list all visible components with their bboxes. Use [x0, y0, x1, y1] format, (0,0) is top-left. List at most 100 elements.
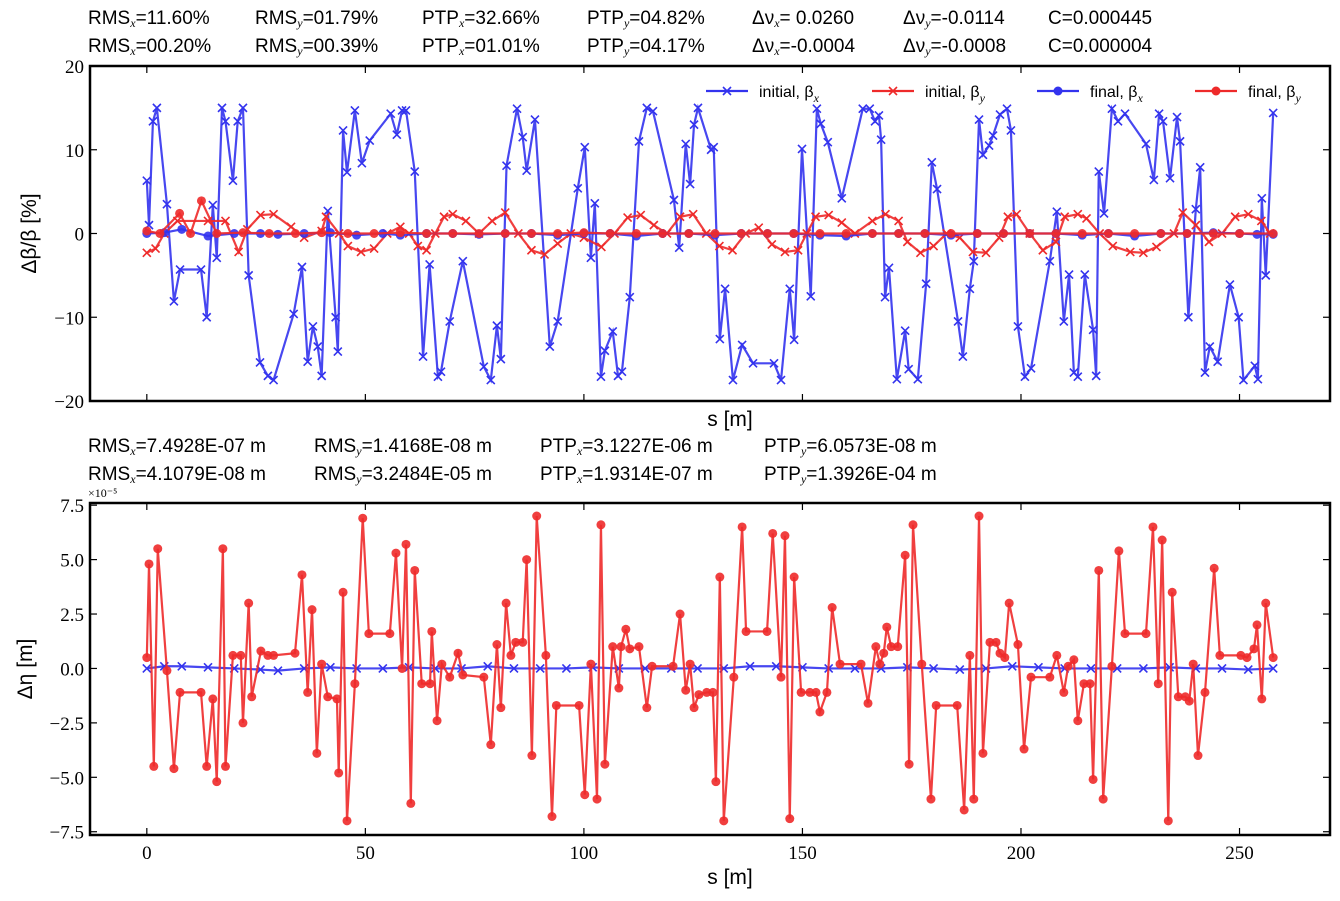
- data-point: [1099, 208, 1109, 218]
- data-point: [754, 223, 764, 233]
- data-point: [762, 229, 772, 238]
- data-point: [926, 794, 936, 804]
- stat-value: =00.20%: [135, 36, 212, 57]
- stat-item: RMSx=7.4928E-07 m: [88, 435, 314, 463]
- data-point: [1253, 374, 1263, 384]
- data-point: [177, 224, 187, 234]
- data-point: [342, 816, 352, 826]
- stat-item: PTPy=04.17%: [587, 35, 752, 63]
- data-point: [920, 229, 930, 238]
- data-point: [710, 229, 720, 238]
- data-point: [1060, 212, 1070, 222]
- data-point: [1154, 109, 1164, 119]
- data-point: [530, 115, 540, 125]
- data-point: [425, 679, 435, 689]
- data-point: [621, 624, 631, 634]
- data-point: [1225, 280, 1235, 290]
- data-point: [1045, 256, 1055, 266]
- data-point: [835, 659, 845, 669]
- data-point: [526, 245, 537, 255]
- data-point: [269, 650, 279, 660]
- stat-subscript: x: [774, 16, 780, 30]
- data-point: [1051, 229, 1061, 238]
- legend-label: initial, βy: [925, 84, 986, 105]
- data-point: [1153, 679, 1163, 689]
- data-point: [1257, 193, 1267, 203]
- stat-item: PTPx=1.9314E-07 m: [540, 463, 764, 491]
- data-point: [769, 358, 779, 368]
- data-point: [323, 206, 333, 216]
- data-point: [526, 229, 536, 238]
- x-tick-label: 200: [1007, 843, 1036, 864]
- data-point: [811, 687, 821, 697]
- data-point: [880, 209, 891, 219]
- stat-value: =01.79%: [302, 8, 379, 29]
- x-axis-label: s [m]: [707, 866, 753, 889]
- data-point: [709, 142, 719, 152]
- data-point: [509, 663, 519, 674]
- data-point: [837, 193, 847, 203]
- data-point: [307, 605, 317, 615]
- stat-item: PTPx=32.66%: [422, 7, 587, 35]
- data-point: [856, 659, 866, 669]
- data-point: [432, 716, 442, 726]
- stat-value: =-0.0004: [779, 36, 856, 57]
- data-point: [1243, 209, 1253, 219]
- stat-subscript: y: [623, 44, 630, 58]
- stat-subscript: y: [356, 472, 362, 486]
- data-point: [1025, 229, 1035, 238]
- data-point: [1268, 663, 1278, 674]
- data-point: [417, 679, 427, 689]
- data-point: [1107, 104, 1117, 114]
- data-point: [681, 685, 691, 695]
- data-point: [776, 375, 786, 385]
- data-point: [858, 104, 868, 114]
- data-point: [539, 249, 550, 260]
- data-point: [1013, 640, 1023, 650]
- stat-name: RMS: [255, 36, 298, 57]
- data-point: [863, 698, 873, 708]
- series-1: [142, 511, 1278, 826]
- data-point: [1183, 312, 1193, 322]
- data-point: [439, 212, 449, 222]
- data-point: [142, 653, 152, 663]
- data-point: [142, 663, 152, 674]
- data-point: [1020, 372, 1030, 382]
- stat-value: =04.82%: [629, 8, 705, 29]
- data-point: [1200, 687, 1210, 697]
- x-tick-label: 0: [142, 843, 152, 864]
- data-point: [506, 650, 516, 660]
- stat-name: PTP: [764, 464, 801, 485]
- data-point: [952, 700, 962, 710]
- stat-item: Δνy=-0.0114: [903, 7, 1048, 35]
- data-point: [737, 522, 747, 532]
- data-point: [297, 570, 307, 580]
- data-point: [797, 144, 807, 154]
- data-point: [978, 150, 988, 160]
- data-point: [1242, 653, 1252, 663]
- data-point: [1182, 229, 1192, 238]
- stats-row: RMSx=00.20% RMSy=00.39% PTPx=01.01% PTPy=04…: [88, 35, 1152, 63]
- data-point: [186, 229, 196, 238]
- data-point: [218, 544, 228, 554]
- stat-value: =3.2484E-05 m: [361, 464, 493, 485]
- data-point: [815, 229, 825, 238]
- data-point: [479, 672, 489, 682]
- data-point: [636, 210, 646, 220]
- data-point: [1230, 212, 1240, 222]
- data-point: [217, 103, 227, 113]
- stat-name: RMS: [314, 436, 357, 457]
- data-point: [1081, 213, 1092, 223]
- data-point: [1012, 209, 1022, 219]
- data-point: [841, 229, 851, 238]
- data-point: [1249, 644, 1259, 654]
- data-point: [303, 687, 313, 697]
- stat-value: =7.4928E-07 m: [135, 436, 267, 457]
- data-point: [1204, 237, 1214, 247]
- data-point: [238, 103, 248, 113]
- data-point: [880, 292, 890, 302]
- data-point: [785, 814, 795, 824]
- stat-item: PTPy=1.3926E-04 m: [764, 463, 937, 491]
- data-point: [669, 195, 679, 205]
